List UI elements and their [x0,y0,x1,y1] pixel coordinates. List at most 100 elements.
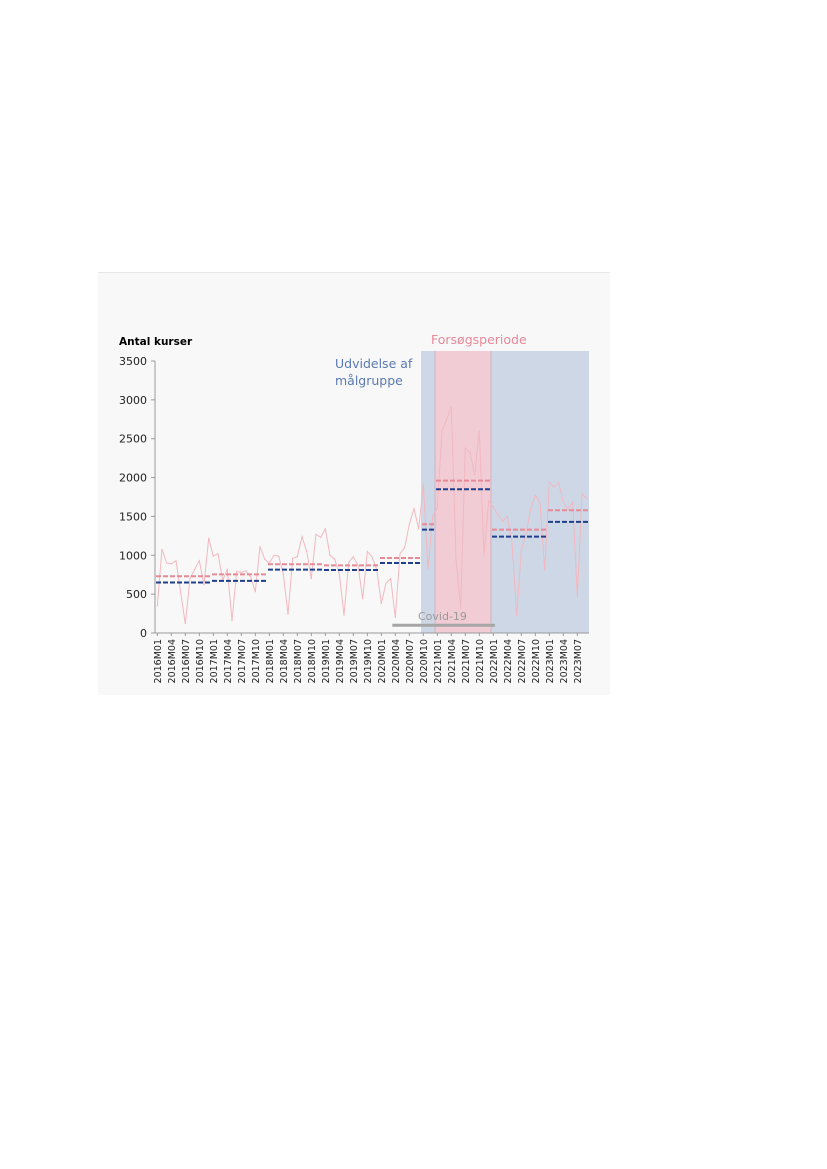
data-point [278,555,280,557]
x-tick-label: 2022M10 [531,639,542,683]
y-tick-label: 500 [126,588,147,601]
x-tick-label: 2017M01 [209,639,220,683]
data-point [474,473,476,476]
data-point [371,556,373,558]
data-point [320,536,322,539]
data-point [497,514,499,516]
data-point [464,447,466,449]
data-point [329,554,331,556]
x-tick-label: 2021M04 [447,639,458,683]
data-point [548,481,550,483]
x-tick-label: 2020M10 [419,639,430,683]
data-point [581,493,583,495]
data-point [586,497,588,500]
data-point [399,553,401,555]
y-tick-label: 3500 [119,355,147,368]
data-point [264,558,266,560]
y-tick-label: 2500 [119,433,147,446]
data-point [394,616,396,619]
data-point [413,508,415,510]
covid-label: Covid-19 [418,610,467,623]
data-point [343,614,345,616]
data-point [576,595,578,598]
data-point [408,523,410,525]
period-band-3 [491,351,589,633]
data-point [558,482,560,484]
data-point [254,591,256,593]
x-tick-label: 2021M01 [433,639,444,683]
data-point [530,508,532,510]
x-tick-label: 2021M10 [475,639,486,683]
x-tick-label: 2016M10 [195,639,206,683]
x-tick-label: 2018M01 [265,639,276,683]
x-tick-label: 2019M10 [363,639,374,683]
y-tick-label: 1000 [119,549,147,562]
data-point [217,553,219,555]
data-point [380,602,382,605]
x-tick-label: 2016M01 [153,639,164,683]
data-point [166,562,168,564]
data-point [180,591,182,594]
data-point [306,550,308,552]
x-tick-label: 2020M04 [391,639,402,683]
data-point [156,605,158,607]
data-point [539,501,541,504]
forsog-label: Forsøgsperiode [431,332,527,347]
data-point [315,533,317,535]
data-point [348,561,350,563]
data-point [441,430,443,432]
data-point [455,558,457,560]
data-point [488,500,490,502]
data-point [525,532,527,535]
x-tick-label: 2019M01 [321,639,332,683]
data-point [292,557,294,559]
data-point [245,570,247,572]
data-point [212,555,214,557]
data-point [161,548,163,550]
x-tick-label: 2023M07 [573,639,584,683]
data-point [562,501,564,504]
y-tick-label: 0 [140,627,147,640]
data-point [506,515,508,518]
data-point [296,556,298,558]
data-point [366,550,368,552]
data-point [273,554,275,556]
data-point [390,578,392,580]
data-point [362,598,364,600]
data-point [194,568,196,570]
x-tick-label: 2018M04 [279,639,290,683]
data-point [520,550,522,552]
data-point [324,528,326,530]
data-point [418,528,420,530]
y-tick-label: 1500 [119,510,147,523]
x-tick-label: 2016M07 [181,639,192,683]
x-tick-label: 2023M01 [545,639,556,683]
data-point [446,418,448,420]
data-point [231,619,233,622]
data-point [492,506,494,508]
data-point [483,554,485,556]
data-point [352,556,354,558]
x-tick-label: 2020M01 [377,639,388,683]
data-point [544,569,546,571]
udvidelse-label-line2: målgruppe [335,373,403,388]
data-point [436,507,438,509]
x-tick-label: 2023M04 [559,639,570,683]
y-tick-label: 3000 [119,394,147,407]
data-point [516,615,518,617]
period-band-2 [435,351,491,633]
x-tick-label: 2018M10 [307,639,318,683]
y-axis-title: Antal kurser [119,336,193,348]
data-point [511,542,513,544]
data-point [469,452,471,454]
data-point [572,501,574,504]
x-tick-label: 2016M04 [167,639,178,683]
data-point [170,563,172,565]
data-point [567,508,569,511]
x-tick-label: 2019M07 [349,639,360,683]
data-point [478,430,480,432]
data-point [208,537,210,539]
data-point [450,406,452,408]
data-point [432,515,434,518]
data-point [287,613,289,615]
